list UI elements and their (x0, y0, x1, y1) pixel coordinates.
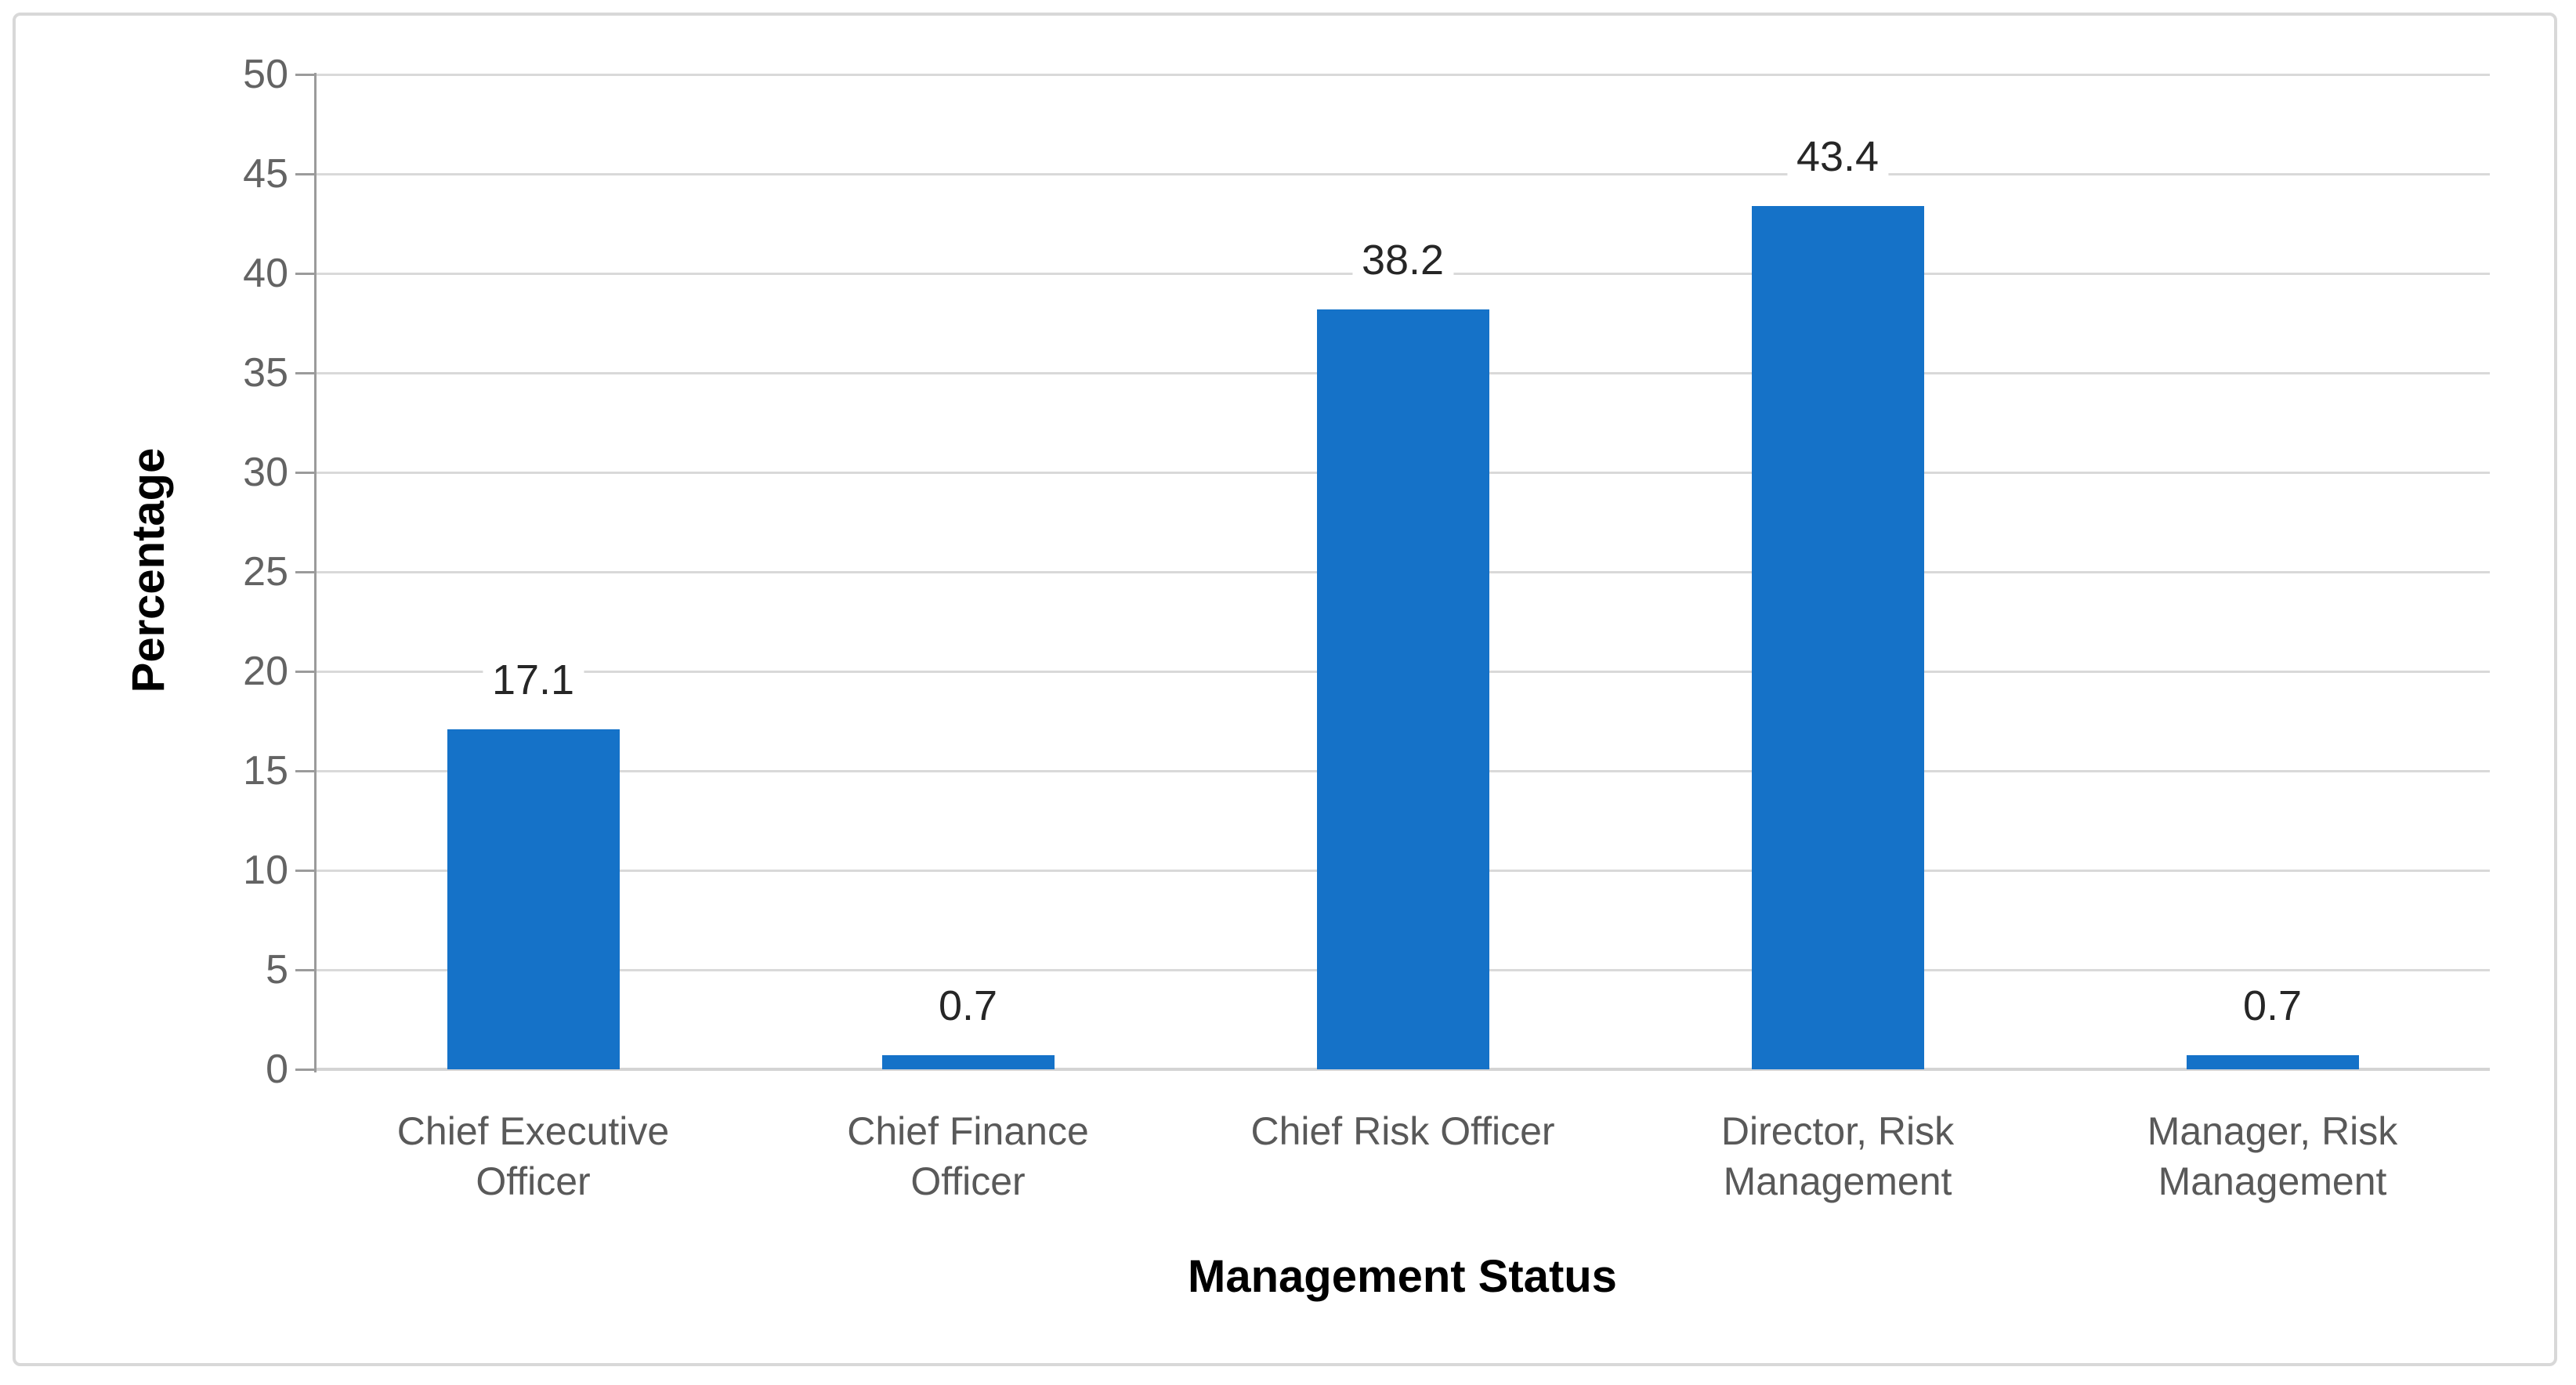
category-label: Chief Risk Officer (1250, 1109, 1555, 1153)
y-tick-label: 5 (266, 947, 288, 993)
y-axis-tick (295, 74, 316, 76)
bar (447, 729, 620, 1069)
y-axis-tick (295, 472, 316, 474)
y-tick-label: 25 (243, 549, 288, 595)
category-label: Director, Risk Management (1720, 1109, 1955, 1203)
bar (1316, 309, 1489, 1069)
bar (1751, 205, 1924, 1069)
chart-frame (13, 13, 2557, 1366)
y-tick-label: 10 (243, 848, 288, 893)
bar (2186, 1055, 2359, 1069)
bar-value-label: 0.7 (2233, 980, 2312, 1032)
y-axis-tick (295, 173, 316, 175)
y-tick-label: 40 (243, 251, 288, 296)
gridline (316, 74, 2490, 76)
y-axis-tick (295, 969, 316, 971)
x-axis-title: Management Status (1188, 1251, 1617, 1302)
category-label: Chief Executive Officer (396, 1109, 670, 1203)
y-tick-label: 35 (243, 350, 288, 396)
y-tick-label: 30 (243, 450, 288, 495)
category-label: Chief Finance Officer (847, 1109, 1089, 1203)
y-tick-label: 0 (266, 1047, 288, 1092)
bar (881, 1055, 1055, 1069)
y-axis-tick (295, 1069, 316, 1071)
bar-value-label: 38.2 (1351, 233, 1454, 286)
y-axis-tick (295, 870, 316, 872)
bar-value-label: 43.4 (1786, 130, 1889, 183)
y-axis-tick (295, 770, 316, 772)
y-axis-tick (295, 571, 316, 573)
gridline (316, 173, 2490, 175)
category-label: Manager, Risk Management (2147, 1109, 2398, 1203)
y-axis-tick (295, 273, 316, 275)
y-axis-tick (295, 671, 316, 673)
y-tick-label: 50 (243, 52, 288, 97)
bar-value-label: 0.7 (928, 980, 1008, 1032)
y-axis-tick (295, 372, 316, 374)
y-tick-label: 15 (243, 748, 288, 794)
y-axis-line (314, 73, 317, 1072)
x-axis-line (316, 1068, 2490, 1071)
y-tick-label: 45 (243, 151, 288, 197)
y-tick-label: 20 (243, 649, 288, 694)
bar-value-label: 17.1 (482, 653, 584, 706)
